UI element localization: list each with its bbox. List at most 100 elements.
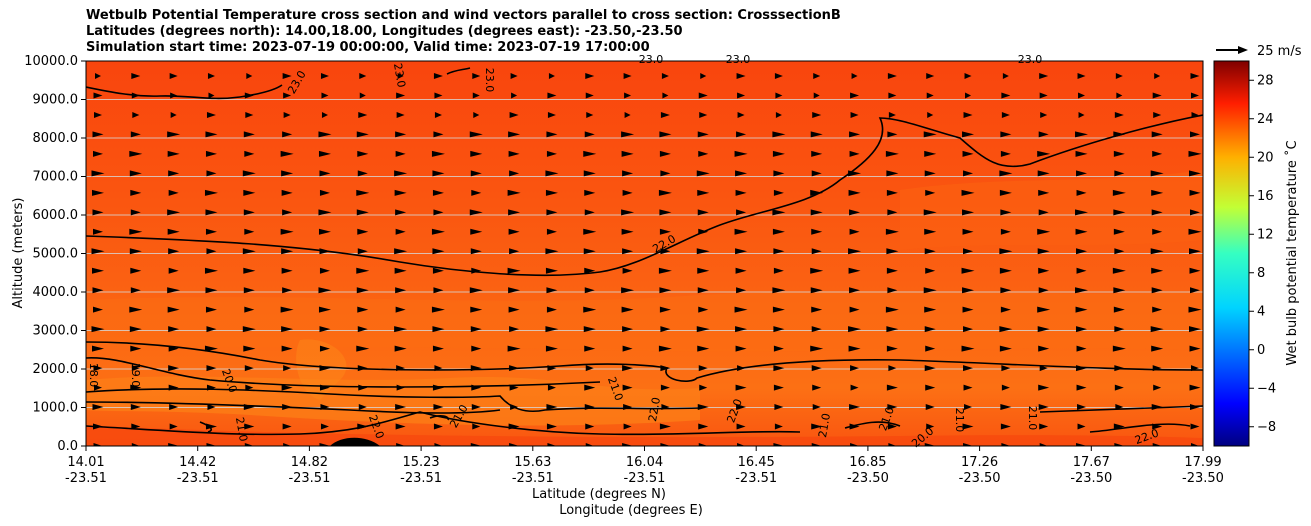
- wind-vector: [1153, 384, 1162, 391]
- wind-vector: [356, 287, 369, 294]
- wind-vector: [1037, 306, 1051, 313]
- wind-vector: [1190, 287, 1200, 294]
- wind-vector: [394, 248, 408, 255]
- wind-vector: [927, 111, 934, 118]
- y-tick-label: 6000.0: [33, 208, 79, 223]
- wind-vector: [885, 228, 899, 235]
- wind-vector: [659, 287, 672, 294]
- wind-vector: [242, 326, 256, 333]
- colorbar: −8 −4 0 4 8 12 16 20 24 28 Wet bulb potential tem…: [1213, 60, 1300, 447]
- wind-vector: [357, 150, 369, 157]
- title-line-2: Latitudes (degrees north): 14.00,18.00, …: [86, 24, 683, 39]
- colorbar-tick-label: 4: [1257, 304, 1265, 319]
- wind-vector: [659, 423, 671, 430]
- wind-vector: [773, 384, 784, 391]
- wind-vector: [810, 345, 824, 352]
- wind-vector: [1154, 73, 1161, 79]
- wind-vector: [1189, 189, 1201, 196]
- wind-vector: [848, 345, 861, 352]
- wind-vector: [395, 228, 406, 235]
- wind-vector: [1151, 131, 1163, 138]
- wind-vector: [1114, 326, 1125, 333]
- wind-vector: [660, 384, 670, 391]
- wind-vector: [433, 131, 444, 138]
- wind-vector: [92, 209, 104, 216]
- contour-label: 19.0: [129, 363, 142, 388]
- wind-vector: [129, 228, 143, 235]
- colorbar-tick-label: 12: [1257, 227, 1274, 242]
- wind-vector: [205, 423, 217, 430]
- wind-vector: [1152, 443, 1162, 446]
- contour-line: [446, 67, 471, 75]
- x-axis: 14.01-23.5114.42-23.5114.82-23.5115.23-2…: [65, 446, 1224, 486]
- wind-vector: [963, 443, 974, 446]
- x-tick-label-lon: -23.50: [847, 471, 889, 486]
- wind-vector: [1001, 443, 1011, 446]
- wind-vector: [697, 267, 710, 274]
- wind-vector: [735, 384, 747, 391]
- wind-vector: [470, 248, 482, 255]
- wind-vector: [431, 228, 445, 235]
- wind-vector: [1039, 443, 1048, 446]
- wind-vector: [772, 306, 785, 313]
- colorbar-tick-label: 0: [1257, 343, 1265, 358]
- wind-vector: [93, 92, 103, 99]
- y-tick-label: 8000.0: [33, 131, 79, 146]
- wind-vector: [660, 326, 671, 333]
- wind-vector: [811, 365, 822, 372]
- field-patches: [86, 170, 1203, 446]
- x-tick-label-lat: 14.01: [67, 455, 104, 470]
- wind-vector: [697, 209, 709, 216]
- wind-vector: [547, 111, 556, 118]
- wind-vector: [658, 189, 672, 196]
- wind-vector: [206, 248, 217, 255]
- wind-vector: [167, 287, 181, 294]
- contour-label: 21.0: [816, 412, 833, 438]
- wind-vector: [132, 111, 140, 118]
- wind-vector: [170, 111, 177, 118]
- wind-vector: [849, 423, 860, 430]
- wind-vector: [621, 306, 634, 313]
- wind-vector: [1152, 228, 1163, 235]
- wind-vector: [698, 306, 709, 313]
- wind-vector: [1076, 443, 1088, 446]
- colorbar-tick-label: 8: [1257, 266, 1265, 281]
- wind-vector: [735, 248, 748, 255]
- wind-vector: [245, 111, 254, 118]
- wind-vector: [469, 209, 483, 216]
- x-tick-label-lon: -23.50: [959, 471, 1001, 486]
- wind-vector: [1001, 384, 1010, 391]
- wind-vector: [281, 248, 294, 255]
- wind-vector: [1190, 423, 1200, 430]
- wind-vector: [697, 345, 710, 352]
- wind-vector: [886, 267, 898, 274]
- wind-vector: [469, 287, 483, 294]
- wind-vector: [280, 150, 294, 157]
- wind-vector: [319, 326, 331, 333]
- wind-vector: [1188, 228, 1202, 235]
- wind-vector: [1076, 170, 1088, 177]
- wind-vector: [395, 306, 406, 313]
- wind-vector: [736, 423, 746, 430]
- wind-vector: [623, 423, 632, 430]
- wind-vector: [508, 287, 521, 294]
- wind-vector: [470, 443, 482, 446]
- wind-vector: [962, 306, 974, 313]
- wind-vector: [318, 228, 331, 235]
- contour-line: [429, 415, 450, 421]
- wind-vector: [547, 384, 556, 391]
- wind-vector: [811, 170, 822, 177]
- wind-vector: [244, 228, 255, 235]
- wind-vector: [357, 248, 368, 255]
- wind-vector: [662, 92, 669, 99]
- contour-line: [199, 421, 212, 433]
- wind-vector: [1078, 92, 1086, 99]
- wind-vector: [432, 345, 444, 352]
- wind-vector: [622, 170, 634, 177]
- contour-line: [1039, 405, 1203, 413]
- wind-vector: [999, 189, 1012, 196]
- wind-vector: [434, 111, 442, 118]
- wind-vector: [394, 189, 407, 196]
- wind-vector: [283, 365, 292, 372]
- wind-vector: [356, 345, 370, 352]
